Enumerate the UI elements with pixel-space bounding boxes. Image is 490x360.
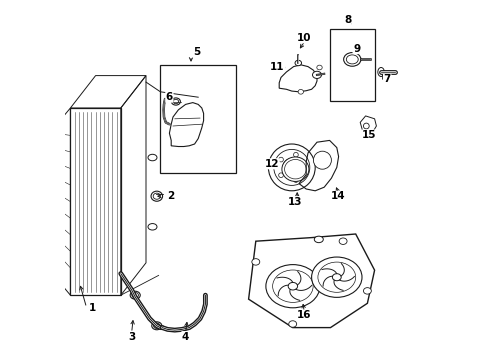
Ellipse shape [252, 258, 260, 265]
Text: 3: 3 [128, 332, 135, 342]
Text: 6: 6 [166, 92, 173, 102]
Ellipse shape [295, 60, 301, 66]
Ellipse shape [343, 53, 361, 66]
Ellipse shape [266, 265, 320, 308]
Text: 12: 12 [265, 159, 279, 169]
Text: 7: 7 [384, 74, 391, 84]
Bar [330, 29, 374, 101]
Circle shape [364, 123, 369, 129]
Circle shape [314, 151, 331, 169]
Text: 2: 2 [168, 191, 175, 201]
Ellipse shape [298, 90, 303, 94]
Ellipse shape [332, 274, 341, 281]
Ellipse shape [130, 291, 140, 299]
Ellipse shape [317, 65, 322, 70]
Ellipse shape [152, 322, 162, 330]
Ellipse shape [364, 288, 371, 294]
Ellipse shape [314, 236, 323, 243]
Text: 5: 5 [193, 47, 200, 57]
Text: 1: 1 [88, 303, 96, 313]
Text: 13: 13 [288, 197, 303, 207]
Ellipse shape [294, 152, 298, 157]
Ellipse shape [279, 65, 285, 70]
Circle shape [283, 158, 301, 176]
Text: 10: 10 [297, 33, 312, 43]
Ellipse shape [303, 165, 307, 170]
Text: 8: 8 [344, 15, 351, 25]
Text: 16: 16 [297, 310, 312, 320]
Ellipse shape [279, 157, 283, 162]
Ellipse shape [339, 238, 347, 244]
Text: 15: 15 [362, 130, 376, 140]
Ellipse shape [151, 191, 163, 201]
Bar [160, 65, 236, 173]
Text: 4: 4 [182, 332, 189, 342]
Text: 11: 11 [270, 62, 285, 72]
Ellipse shape [288, 282, 297, 290]
Ellipse shape [294, 178, 298, 183]
Ellipse shape [312, 257, 362, 297]
Ellipse shape [279, 173, 283, 177]
Text: 9: 9 [353, 44, 360, 54]
Ellipse shape [172, 98, 180, 105]
Ellipse shape [378, 68, 384, 77]
Ellipse shape [289, 321, 296, 327]
Ellipse shape [313, 71, 321, 78]
Text: 14: 14 [331, 191, 346, 201]
Ellipse shape [282, 157, 309, 181]
Circle shape [269, 144, 315, 191]
